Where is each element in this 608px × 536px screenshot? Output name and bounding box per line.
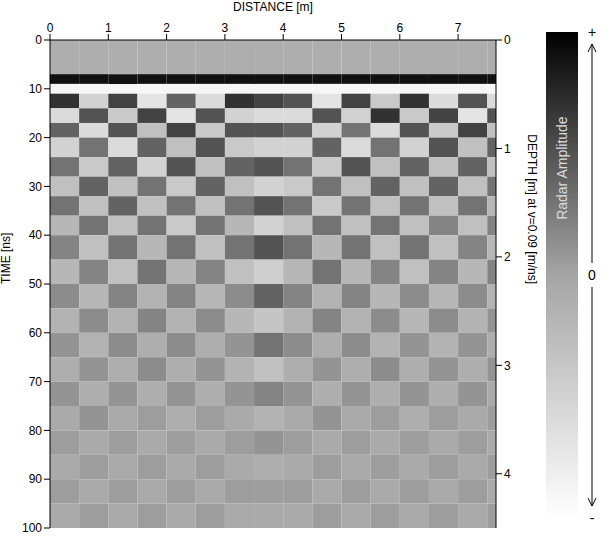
svg-text:DEPTH [m] at v=0.09 [m/ns]: DEPTH [m] at v=0.09 [m/ns] <box>525 134 539 284</box>
svg-text:0: 0 <box>504 33 511 47</box>
svg-text:TIME [ns]: TIME [ns] <box>0 233 13 284</box>
svg-text:4: 4 <box>504 467 511 481</box>
svg-text:7: 7 <box>455 21 462 35</box>
svg-text:4: 4 <box>280 21 287 35</box>
svg-text:100: 100 <box>22 521 42 535</box>
svg-text:2: 2 <box>163 21 170 35</box>
svg-text:40: 40 <box>29 228 43 242</box>
svg-text:-: - <box>590 510 595 526</box>
svg-text:5: 5 <box>338 21 345 35</box>
svg-text:50: 50 <box>29 277 43 291</box>
svg-text:Radar Amplitude: Radar Amplitude <box>554 116 570 220</box>
svg-text:30: 30 <box>29 180 43 194</box>
svg-text:1: 1 <box>105 21 112 35</box>
svg-text:+: + <box>588 24 596 40</box>
svg-text:3: 3 <box>504 359 511 373</box>
svg-text:20: 20 <box>29 131 43 145</box>
svg-text:10: 10 <box>29 82 43 96</box>
svg-text:60: 60 <box>29 326 43 340</box>
svg-text:1: 1 <box>504 142 511 156</box>
svg-text:80: 80 <box>29 424 43 438</box>
svg-text:70: 70 <box>29 375 43 389</box>
svg-text:0: 0 <box>588 267 596 283</box>
svg-text:0: 0 <box>47 21 54 35</box>
svg-text:0: 0 <box>35 33 42 47</box>
svg-text:6: 6 <box>396 21 403 35</box>
svg-text:DISTANCE [m]: DISTANCE [m] <box>233 0 313 14</box>
svg-text:2: 2 <box>504 250 511 264</box>
svg-text:90: 90 <box>29 472 43 486</box>
svg-text:3: 3 <box>222 21 229 35</box>
